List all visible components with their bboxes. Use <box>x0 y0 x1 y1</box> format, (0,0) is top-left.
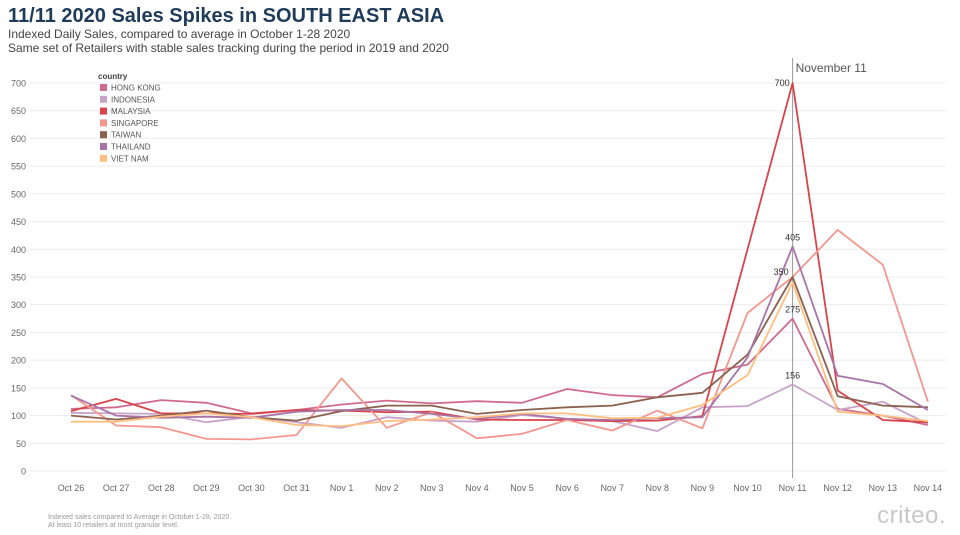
y-tick-label: 100 <box>11 411 26 421</box>
series-line-viet-nam <box>71 281 929 428</box>
x-tick-label: Nov 9 <box>691 483 715 493</box>
series-line-taiwan <box>70 276 928 422</box>
y-tick-label: 650 <box>11 106 26 116</box>
data-labels: 700 405 350 275 156 <box>774 78 801 381</box>
x-tick-label: Nov 5 <box>510 483 534 493</box>
data-label: 700 <box>775 78 790 88</box>
x-tick-label: Nov 12 <box>823 483 852 493</box>
y-tick-label: 250 <box>11 328 26 338</box>
x-tick-label: Nov 10 <box>733 483 762 493</box>
x-tick-label: Nov 13 <box>869 483 898 493</box>
y-tick-label: 50 <box>16 439 26 449</box>
x-tick-label: Nov 4 <box>465 483 489 493</box>
legend-item-label: HONG KONG <box>111 84 161 93</box>
data-label: 405 <box>785 233 800 243</box>
x-tick-label: Oct 27 <box>103 483 130 493</box>
y-tick-label: 0 <box>21 467 26 477</box>
chart-title: 11/11 2020 Sales Spikes in SOUTH EAST AS… <box>8 5 445 27</box>
chart-subtitle: Indexed Daily Sales, compared to average… <box>8 27 351 41</box>
y-tick-label: 200 <box>11 356 26 366</box>
series-line-indonesia <box>70 383 929 433</box>
y-tick-label: 500 <box>11 189 26 199</box>
y-tick-label: 350 <box>11 273 26 283</box>
legend-swatch <box>100 131 107 139</box>
reference-line: November 11 <box>792 58 867 478</box>
legend-item-label: MALAYSIA <box>111 107 151 116</box>
y-tick-label: 600 <box>11 134 26 144</box>
x-tick-label: Nov 11 <box>779 483 807 493</box>
reference-line-label: November 11 <box>796 61 867 75</box>
data-label: 156 <box>785 371 800 381</box>
criteo-logo: criteo. <box>877 502 946 529</box>
footnote-2: At least 10 retailers at most granular l… <box>48 522 179 529</box>
y-tick-label: 400 <box>11 245 26 255</box>
x-tick-label: Oct 29 <box>193 483 220 493</box>
legend-swatch <box>100 143 107 150</box>
legend-swatch <box>100 154 107 162</box>
y-tick-label: 300 <box>11 300 26 310</box>
legend-item-label: VIET NAM <box>111 154 149 163</box>
x-tick-label: Nov 3 <box>420 483 444 493</box>
x-tick-label: Oct 30 <box>238 483 265 493</box>
legend-item-label: THAILAND <box>111 143 151 152</box>
legend-swatch <box>100 107 107 115</box>
chart-subtitle-2: Same set of Retailers with stable sales … <box>8 41 449 55</box>
x-tick-label: Nov 6 <box>555 483 579 493</box>
legend-item-label: INDONESIA <box>111 95 156 104</box>
data-label: 275 <box>785 305 800 315</box>
x-tick-label: Nov 1 <box>330 483 354 493</box>
x-tick-label: Nov 14 <box>914 483 943 493</box>
series-line-hong-kong <box>70 317 929 426</box>
x-axis: Oct 26 Oct 27 Oct 28 Oct 29 Oct 30 Oct 31 Nov … <box>58 483 942 493</box>
y-tick-label: 150 <box>11 383 26 393</box>
footnote: Indexed sales compared to Average in Oct… <box>48 514 232 521</box>
legend-swatch <box>100 95 107 103</box>
x-tick-label: Nov 2 <box>375 483 399 493</box>
legend-item-label: SINGAPORE <box>111 119 159 128</box>
x-tick-label: Oct 28 <box>148 483 175 493</box>
x-tick-label: Nov 7 <box>600 483 624 493</box>
y-tick-label: 550 <box>11 162 26 172</box>
legend-swatch <box>100 84 107 91</box>
y-axis: 0 50 100 150 200 250 300 350 400 450 500 550 600 650 7… <box>11 79 26 477</box>
x-tick-label: Nov 8 <box>646 483 670 493</box>
legend-item-label: TAIWAN <box>111 131 141 140</box>
y-tick-label: 450 <box>11 217 26 227</box>
legend[interactable]: country HONG KONG INDONESIA MALAYSIA SINGAPO… <box>98 72 161 163</box>
y-tick-label: 700 <box>11 79 26 89</box>
legend-title: country <box>98 72 128 81</box>
series-line-singapore <box>70 228 929 441</box>
data-label: 350 <box>774 267 789 277</box>
legend-swatch <box>100 119 107 127</box>
x-tick-label: Oct 31 <box>283 483 310 493</box>
x-tick-label: Oct 26 <box>58 483 85 493</box>
series-line-thailand <box>70 245 929 421</box>
series-lines <box>70 82 929 441</box>
